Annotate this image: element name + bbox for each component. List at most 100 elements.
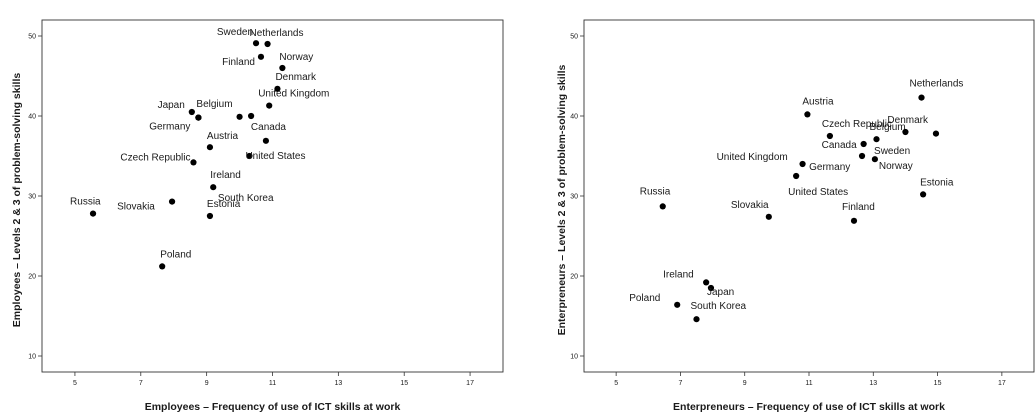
point-label: Ireland: [663, 269, 694, 280]
point-label: Belgium: [196, 99, 232, 110]
x-tick-label: 17: [466, 380, 474, 387]
point-label: Estonia: [207, 199, 241, 210]
data-point: [159, 263, 166, 270]
x-tick-label: 17: [998, 380, 1006, 387]
point-label: Poland: [629, 293, 660, 304]
y-axis-title: Enterpreneurs – Levels 2 & 3 of problem-…: [556, 64, 568, 335]
data-point: [707, 284, 715, 292]
point-label: Netherlands: [250, 28, 304, 39]
point-label: Netherlands: [910, 79, 964, 90]
y-tick-label: 50: [570, 34, 578, 41]
x-tick-label: 7: [139, 380, 143, 387]
point-label: Germany: [149, 122, 190, 133]
scatter-panel-employees: Employees – Frequency of use of ICT skil…: [11, 19, 504, 413]
data-point: [765, 213, 772, 220]
point-label: Russia: [70, 197, 101, 208]
data-point: [210, 184, 217, 191]
point-label: South Korea: [218, 193, 274, 204]
data-point: [246, 152, 253, 160]
x-tick-label: 5: [614, 380, 618, 387]
scatter-panel-entrepreneurs: Enterpreneurs – Frequency of use of ICT …: [556, 19, 1035, 413]
point-label: Denmark: [275, 72, 317, 83]
data-point: [190, 159, 197, 166]
data-point: [195, 114, 202, 121]
point-label: Estonia: [920, 177, 954, 188]
data-point: [188, 108, 195, 116]
x-tick-label: 11: [269, 380, 276, 387]
point-label: Austria: [802, 96, 834, 107]
data-point: [703, 279, 710, 286]
x-tick-label: 13: [334, 380, 342, 387]
data-point: [206, 212, 214, 220]
data-point: [257, 53, 265, 60]
data-point: [826, 132, 833, 140]
y-tick-label: 20: [28, 274, 36, 281]
point-label: Belgium: [870, 122, 906, 133]
data-point: [274, 85, 281, 92]
point-label: Finland: [222, 57, 255, 68]
data-point: [858, 152, 866, 160]
y-tick-label: 40: [570, 114, 578, 121]
data-point: [279, 64, 286, 72]
point-label: United Kingdom: [717, 152, 788, 163]
data-point: [932, 130, 940, 137]
x-tick-label: 11: [805, 380, 812, 387]
point-label: Ireland: [210, 170, 241, 181]
point-label: Czech Republic: [120, 152, 190, 163]
point-label: Germany: [809, 162, 850, 173]
data-point: [920, 191, 927, 198]
point-label: United Kingdom: [258, 89, 329, 100]
data-point: [252, 40, 260, 47]
y-tick-label: 10: [28, 354, 36, 361]
x-axis-title: Enterpreneurs – Frequency of use of ICT …: [673, 401, 945, 413]
data-point: [804, 111, 811, 118]
y-tick-label: 20: [570, 274, 578, 281]
data-point: [206, 144, 214, 151]
point-label: Japan: [158, 100, 185, 111]
y-tick-label: 50: [28, 34, 36, 41]
data-point: [871, 156, 878, 163]
point-label: United States: [245, 151, 305, 162]
x-tick-label: 5: [73, 380, 77, 387]
data-point: [236, 113, 243, 120]
x-tick-label: 9: [743, 380, 747, 387]
data-point: [674, 301, 681, 308]
point-label: Poland: [160, 249, 191, 260]
point-label: Slovakia: [731, 200, 769, 211]
point-label: Czech Republic: [822, 119, 892, 130]
point-label: South Korea: [691, 301, 747, 312]
data-point: [799, 160, 806, 168]
y-tick-label: 30: [570, 194, 578, 201]
point-label: Sweden: [217, 27, 253, 38]
point-label: Sweden: [874, 146, 910, 157]
data-point: [659, 203, 666, 210]
x-tick-label: 7: [678, 380, 682, 387]
y-tick-label: 10: [570, 354, 578, 361]
data-point: [873, 136, 880, 143]
point-label: Japan: [707, 287, 734, 298]
point-label: Canada: [251, 122, 286, 133]
data-point: [860, 140, 867, 148]
data-point: [89, 210, 97, 217]
point-label: Norway: [279, 52, 313, 63]
x-axis-title: Employees – Frequency of use of ICT skil…: [145, 401, 401, 413]
data-point: [266, 102, 273, 109]
y-tick-label: 30: [28, 194, 36, 201]
data-point: [168, 198, 176, 205]
y-tick-label: 40: [28, 114, 36, 121]
x-tick-label: 15: [400, 380, 408, 387]
point-label: Canada: [822, 140, 857, 151]
point-label: Denmark: [887, 115, 929, 126]
point-label: Russia: [640, 186, 671, 197]
point-label: Finland: [842, 202, 875, 213]
x-tick-label: 9: [205, 380, 209, 387]
x-tick-label: 13: [869, 380, 877, 387]
x-tick-label: 15: [934, 380, 942, 387]
point-label: Slovakia: [117, 202, 155, 213]
data-point: [262, 137, 270, 144]
data-point: [247, 112, 255, 120]
point-label: Austria: [207, 131, 239, 142]
data-point: [850, 217, 858, 224]
point-label: Norway: [879, 161, 913, 172]
